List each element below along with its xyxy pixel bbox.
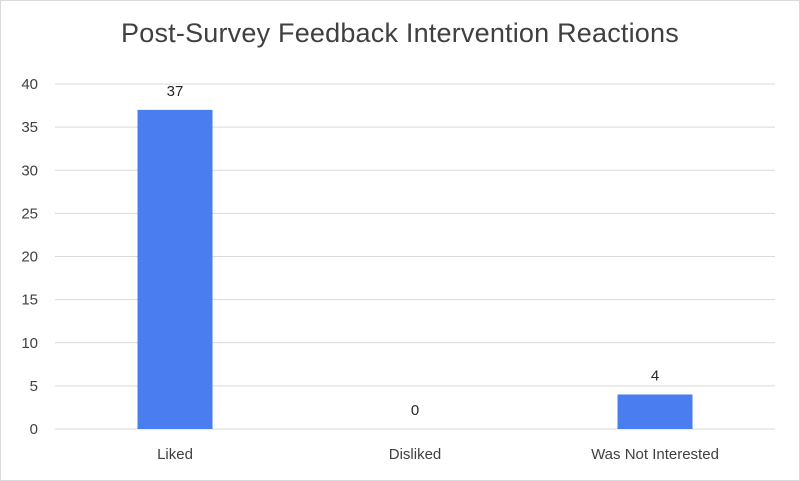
y-tick-label: 20 [21, 249, 38, 266]
bar-liked [137, 109, 213, 429]
x-category-label: Liked [157, 446, 193, 463]
y-tick-label: 30 [21, 162, 38, 179]
data-label: 37 [167, 83, 184, 100]
data-label: 0 [411, 402, 419, 419]
bars [137, 109, 693, 429]
y-tick-label: 5 [30, 378, 38, 395]
y-tick-label: 10 [21, 335, 38, 352]
chart-title: Post-Survey Feedback Intervention Reacti… [121, 18, 679, 48]
y-tick-label: 25 [21, 205, 38, 222]
bar-was-not-interested [617, 394, 693, 429]
y-tick-label: 15 [21, 292, 38, 309]
y-tick-label: 35 [21, 119, 38, 136]
y-tick-label: 0 [30, 421, 38, 438]
y-tick-label: 40 [21, 76, 38, 93]
data-labels: 37 0 4 [167, 83, 660, 419]
data-label: 4 [651, 368, 659, 385]
x-category-label: Disliked [389, 446, 442, 463]
x-category-label: Was Not Interested [591, 446, 719, 463]
y-axis: 0 5 10 15 20 25 30 35 40 [21, 76, 38, 438]
x-axis: Liked Disliked Was Not Interested [157, 446, 719, 463]
